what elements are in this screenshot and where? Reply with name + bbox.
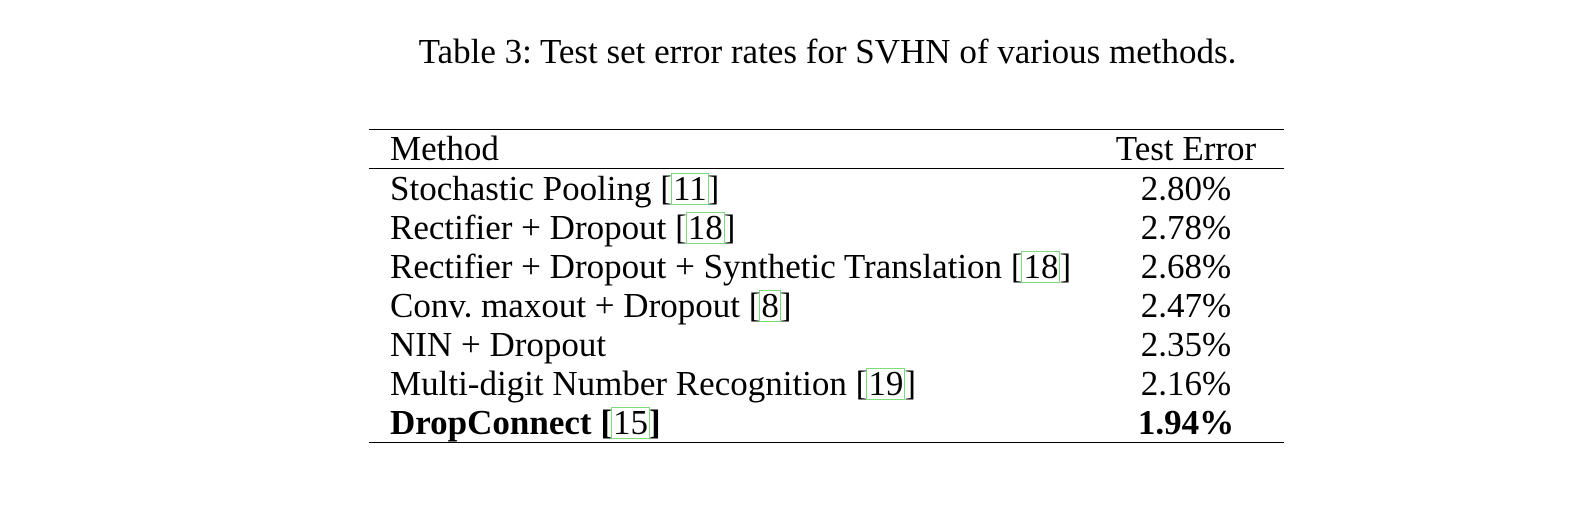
- test-error-cell: 2.68%: [1140, 247, 1232, 286]
- table-body: Stochastic Pooling [11] 2.80% Rectifier + …: [369, 169, 1284, 443]
- method-cell: NIN + Dropout: [369, 325, 1094, 364]
- method-cell: Conv. maxout + Dropout [8]: [390, 286, 792, 325]
- citation-link[interactable]: 15: [610, 403, 650, 442]
- test-error-cell: 2.47%: [1140, 286, 1232, 325]
- method-name: Multi-digit Number Recognition: [390, 364, 856, 403]
- test-error-cell: 1.94%: [1094, 403, 1284, 443]
- table-row: Stochastic Pooling [11] 2.80%: [369, 169, 1284, 208]
- method-cell: Stochastic Pooling [11]: [390, 169, 720, 208]
- method-name: Rectifier + Dropout: [390, 208, 676, 247]
- method-cell: Rectifier + Dropout + Synthetic Translat…: [390, 247, 1072, 286]
- table-header-row: Method Test Error: [369, 129, 1284, 169]
- results-table-container: Method Test Error Stochastic Pooling [11…: [369, 129, 1284, 443]
- citation-link[interactable]: 11: [670, 169, 709, 208]
- table-row: Rectifier + Dropout + Synthetic Translat…: [369, 247, 1284, 286]
- method-name: NIN + Dropout: [390, 325, 607, 364]
- test-error-cell: 2.35%: [1140, 325, 1232, 364]
- method-name: Rectifier + Dropout + Synthetic Translat…: [390, 247, 1011, 286]
- method-name: Stochastic Pooling: [390, 169, 661, 208]
- table-row: Rectifier + Dropout [18] 2.78%: [369, 208, 1284, 247]
- table-caption: Table 3: Test set error rates for SVHN o…: [418, 32, 1237, 71]
- method-cell: DropConnect [15]: [369, 403, 1094, 443]
- method-name: DropConnect: [390, 403, 601, 442]
- test-error-cell: 2.16%: [1140, 364, 1232, 403]
- table-row: Multi-digit Number Recognition [19] 2.16%: [369, 364, 1284, 403]
- citation-link[interactable]: 18: [1021, 247, 1061, 286]
- test-error-cell: 2.78%: [1140, 208, 1232, 247]
- table-row: Conv. maxout + Dropout [8] 2.47%: [369, 286, 1284, 325]
- table-row: DropConnect [15] 1.94%: [369, 403, 1284, 443]
- method-cell: Rectifier + Dropout [18]: [390, 208, 736, 247]
- header-method: Method: [369, 129, 1094, 169]
- test-error-cell: 2.80%: [1140, 169, 1232, 208]
- citation-link[interactable]: 18: [685, 208, 725, 247]
- method-cell: Multi-digit Number Recognition [19]: [390, 364, 916, 403]
- method-name: Conv. maxout + Dropout: [390, 286, 749, 325]
- citation-link[interactable]: 19: [866, 364, 906, 403]
- results-table: Method Test Error Stochastic Pooling [11…: [369, 129, 1284, 443]
- citation-link[interactable]: 8: [759, 286, 781, 325]
- header-test-error: Test Error: [1094, 129, 1284, 169]
- table-row: NIN + Dropout 2.35%: [369, 325, 1284, 364]
